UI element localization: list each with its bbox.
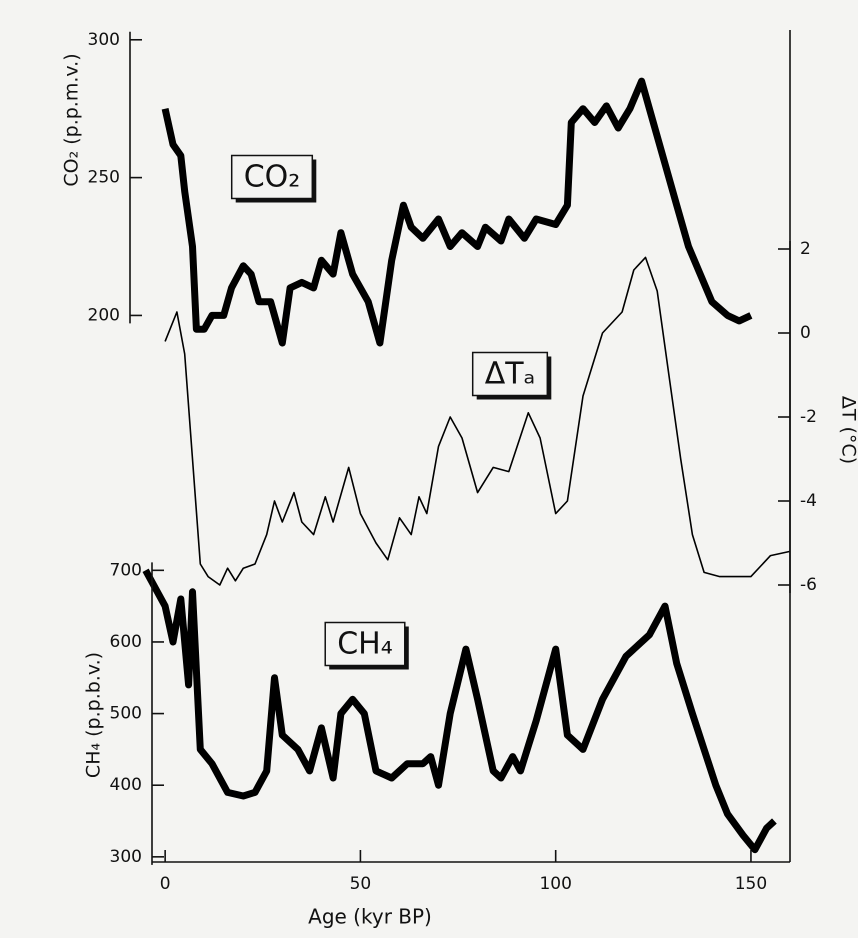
y-tick-label: 500: [110, 704, 142, 724]
y-axis-label: CH₄ (p.p.b.v.): [83, 652, 105, 778]
y-tick-label: -2: [800, 407, 817, 427]
annotation: ΔTₐ: [485, 357, 536, 392]
y-tick-label: -4: [800, 491, 817, 511]
annotation-box: CH₄: [325, 623, 409, 670]
series-line: [165, 257, 790, 585]
annotation-box: ΔTₐ: [473, 353, 552, 400]
y-tick-label: 0: [800, 323, 811, 343]
annotation: CO₂: [244, 160, 301, 195]
series-line: [146, 570, 775, 849]
y-tick-label: 400: [110, 775, 142, 795]
x-tick-label: 150: [735, 874, 767, 894]
x-tick-label: 0: [160, 874, 171, 894]
y-tick-label: 300: [88, 30, 120, 50]
y-tick-label: 600: [110, 632, 142, 652]
y-tick-label: 300: [110, 847, 142, 867]
annotation-box: CO₂: [232, 156, 317, 203]
y-tick-label: 2: [800, 239, 811, 259]
x-tick-label: 50: [350, 874, 372, 894]
y-axis-label: CO₂ (p.p.m.v.): [61, 53, 83, 186]
series-line: [165, 81, 751, 343]
y-tick-label: 200: [88, 305, 120, 325]
x-axis-label: Age (kyr BP): [308, 905, 432, 929]
y-tick-label: 700: [110, 560, 142, 580]
y-tick-label: -6: [800, 575, 817, 595]
annotation: CH₄: [337, 627, 393, 662]
x-tick-label: 100: [539, 874, 571, 894]
y-axis-label: ΔT (°C): [838, 396, 858, 464]
y-tick-label: 250: [88, 168, 120, 188]
